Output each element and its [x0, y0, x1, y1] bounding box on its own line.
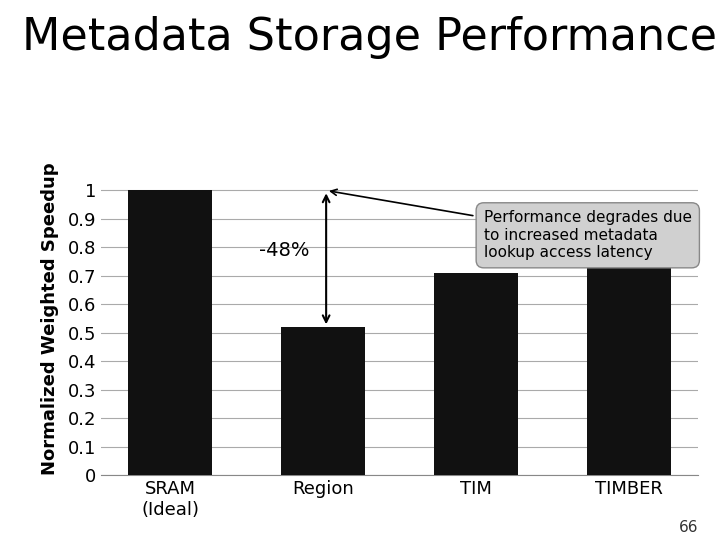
Text: 66: 66 [679, 519, 698, 535]
Bar [281, 327, 365, 475]
Bar [434, 273, 518, 475]
Text: Performance degrades due
to increased metadata
lookup access latency: Performance degrades due to increased me… [330, 190, 692, 260]
Y-axis label: Normalized Weighted Speedup: Normalized Weighted Speedup [41, 163, 59, 475]
Text: Metadata Storage Performance: Metadata Storage Performance [22, 16, 716, 59]
Bar [587, 256, 671, 475]
Bar [128, 191, 212, 475]
Text: -48%: -48% [258, 241, 310, 260]
